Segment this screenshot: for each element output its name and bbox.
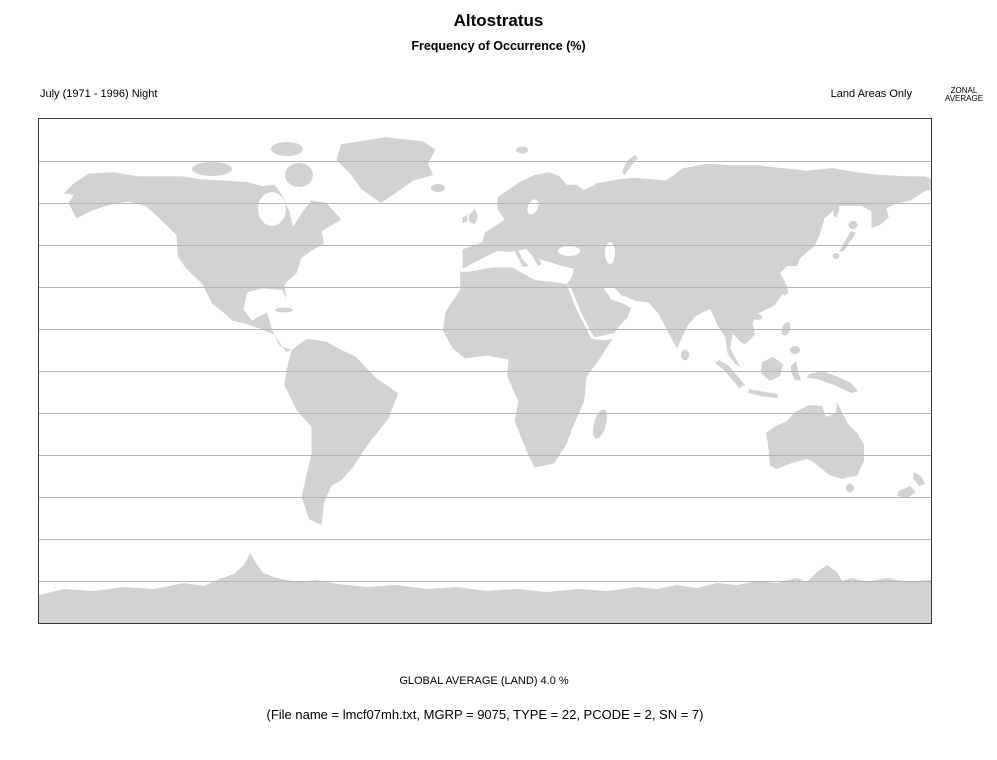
land-hainan	[754, 314, 762, 320]
lat-gridline	[39, 497, 931, 498]
land-nz-north	[913, 472, 925, 486]
latitude-axis	[0, 118, 33, 622]
land-japan-honshu	[839, 231, 856, 252]
land-britain	[469, 209, 478, 224]
page-subtitle: Frequency of Occurrence (%)	[411, 39, 586, 53]
lat-gridline	[39, 455, 931, 456]
lat-gridline	[39, 371, 931, 372]
land-nz-south	[897, 486, 916, 498]
world-map-panel	[38, 118, 932, 624]
land-antarctica	[39, 553, 931, 623]
period-label: July (1971 - 1996) Night	[40, 88, 158, 100]
water-hudson-bay	[258, 192, 286, 226]
land-italy	[515, 246, 529, 267]
land-north-america	[63, 172, 342, 352]
land-java	[748, 389, 778, 398]
zonal-average-header: ZONAL AVERAGE	[933, 87, 995, 103]
lat-gridline	[39, 581, 931, 582]
global-average-label: GLOBAL AVERAGE (LAND) 4.0 %	[399, 675, 569, 687]
coverage-label: Land Areas Only	[830, 88, 912, 100]
land-new-guinea	[807, 371, 858, 393]
zonal-header-line2: AVERAGE	[944, 94, 984, 103]
lat-gridline	[39, 413, 931, 414]
land-sumatra	[715, 360, 745, 388]
lat-gridline	[39, 539, 931, 540]
lat-gridline	[39, 161, 931, 162]
land-australia	[766, 402, 864, 479]
land-japan-kyushu	[832, 253, 840, 259]
file-info: (File name = lmcf07mh.txt, MGRP = 9075, …	[266, 707, 704, 722]
water-caspian-sea	[605, 242, 615, 264]
land-ireland	[462, 215, 468, 223]
land-tasmania	[846, 483, 854, 493]
land-madagascar	[593, 409, 607, 439]
land-svalbard	[516, 146, 528, 154]
page-title: Altostratus	[453, 11, 544, 30]
zonal-header-line1: ZONAL	[950, 86, 978, 95]
world-map	[39, 137, 931, 623]
zonal-average-column	[938, 118, 997, 622]
land-ellesmere-island	[271, 142, 303, 156]
land-mindanao	[790, 346, 800, 354]
land-greenland	[336, 137, 436, 203]
lat-gridline	[39, 329, 931, 330]
land-sakhalin	[833, 197, 840, 218]
lat-gridline	[39, 287, 931, 288]
land-japan-hokkaido	[848, 221, 858, 229]
land-africa	[442, 267, 613, 468]
land-sri-lanka	[681, 349, 689, 361]
land-iceland	[431, 184, 445, 192]
lat-gridline	[39, 245, 931, 246]
land-cuba	[275, 307, 293, 313]
land-novaya-zemlya	[622, 155, 638, 175]
land-baffin-island	[285, 163, 313, 187]
land-arctic-islands-west	[192, 162, 232, 176]
land-borneo	[761, 357, 783, 381]
lat-gridline	[39, 203, 931, 204]
land-eurasia	[462, 163, 931, 367]
land-taiwan	[782, 286, 788, 296]
water-black-sea	[558, 246, 580, 256]
land-greece	[533, 255, 542, 266]
land-south-america	[284, 338, 399, 525]
longitude-axis	[38, 642, 930, 656]
